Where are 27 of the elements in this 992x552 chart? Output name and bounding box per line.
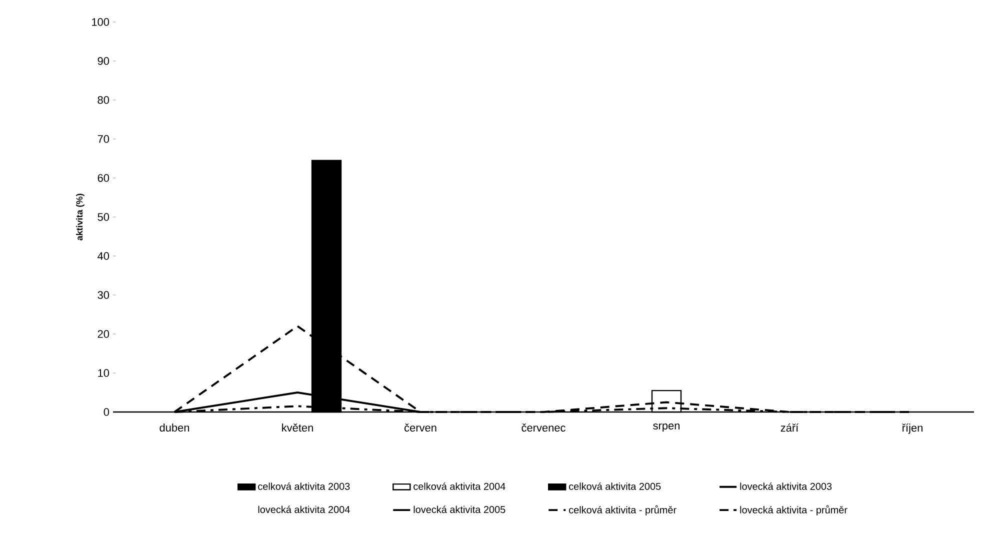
y-tick-label: 40 — [98, 252, 110, 260]
y-tick-label: 50 — [98, 213, 110, 221]
y-tick-label: 60 — [98, 174, 110, 182]
legend-label: lovecká aktivita 2003 — [740, 482, 832, 490]
legend-label: celková aktivita - průměr — [569, 505, 676, 516]
y-tick-label: 100 — [92, 18, 110, 26]
legend-label: lovecká aktivita 2005 — [414, 506, 506, 514]
y-tick-label: 30 — [98, 291, 110, 299]
y-tick-label: 20 — [98, 330, 110, 338]
y-tick-label: 90 — [98, 57, 110, 65]
y-tick-label: 80 — [98, 96, 110, 104]
x-tick-label: červen — [404, 424, 436, 432]
legend-label: celková aktivita 2003 — [258, 482, 350, 490]
y-tick-label: 70 — [98, 135, 110, 143]
text: lovecká aktivita 2004 — [258, 506, 350, 514]
y-tick-label: 0 — [104, 408, 110, 416]
x-tick-label: srpen — [653, 424, 680, 432]
x-tick-label: červenec — [522, 424, 566, 432]
legend-label: lovecká aktivita - průměr — [740, 505, 848, 516]
legend-label: celková aktivita 2005 — [569, 482, 661, 490]
y-tick-label: 10 — [98, 369, 110, 377]
x-tick-label: květen — [282, 424, 313, 432]
y-axis-title: aktivita (%) — [76, 194, 84, 240]
x-tick-label: duben — [160, 424, 190, 432]
x-tick-label: říjen — [902, 424, 922, 434]
legend-label: celková aktivita 2004 — [414, 482, 506, 490]
x-tick-label: září — [780, 424, 799, 432]
